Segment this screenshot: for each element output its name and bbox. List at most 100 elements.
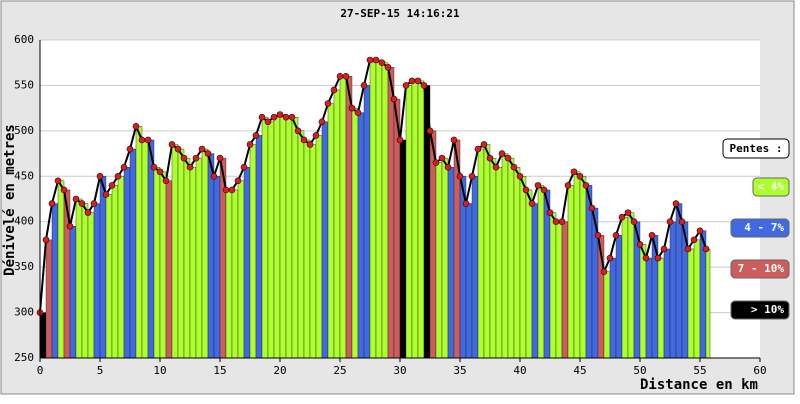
profile-point: [420, 82, 428, 89]
profile-point: [162, 177, 170, 185]
y-tick-label: 450: [14, 169, 34, 182]
profile-point: [372, 56, 380, 64]
legend-label: > 10%: [751, 303, 784, 316]
slope-bar: [657, 257, 665, 359]
legend-box: [730, 300, 790, 320]
slope-bar: [333, 89, 341, 359]
slope-bar: [237, 180, 245, 359]
profile-point: [660, 245, 668, 253]
slope-bar: [531, 203, 539, 359]
profile-point: [378, 59, 386, 67]
profile-point: [42, 236, 50, 244]
x-tick-label: 0: [37, 364, 44, 377]
profile-point: [624, 209, 632, 216]
slope-bar: [57, 180, 65, 359]
slope-bar: [477, 148, 485, 359]
slope-bar: [669, 221, 677, 359]
slope-bar: [45, 239, 53, 359]
x-tick-label: 45: [573, 364, 586, 377]
slope-bar: [519, 176, 527, 359]
slope-bar: [513, 166, 521, 359]
profile-point: [156, 168, 164, 176]
slope-bar: [321, 121, 329, 359]
slope-bar: [195, 157, 203, 359]
x-tick-label: 50: [633, 364, 646, 377]
profile-point: [180, 154, 188, 162]
profile-point: [324, 100, 332, 107]
slope-bar: [303, 139, 311, 359]
x-tick-label: 20: [273, 364, 286, 377]
x-tick-label: 40: [513, 364, 526, 377]
profile-point: [564, 182, 572, 189]
slope-bar: [687, 248, 695, 359]
slope-bar: [375, 59, 383, 359]
slope-bar: [435, 162, 443, 359]
profile-point: [240, 163, 248, 171]
profile-point: [504, 154, 512, 162]
slope-bar: [471, 176, 479, 359]
profile-point: [252, 132, 260, 139]
slope-bar: [621, 216, 629, 359]
slope-bar: [129, 148, 137, 359]
slope-bar: [369, 59, 377, 359]
slope-bar: [183, 157, 191, 359]
slope-bar: [585, 185, 593, 359]
slope-bar: [579, 176, 587, 359]
x-tick-label: 30: [393, 364, 406, 377]
slope-bar: [141, 139, 149, 359]
profile-point: [288, 113, 296, 121]
profile-point: [132, 123, 140, 130]
profile-point: [114, 172, 122, 180]
profile-point: [552, 218, 560, 226]
profile-point: [408, 77, 416, 85]
profile-point: [48, 200, 56, 207]
slope-bar: [249, 144, 257, 359]
x-tick-label: 25: [333, 364, 346, 377]
slope-bar: [261, 117, 269, 359]
profile-point: [72, 195, 80, 203]
profile-point: [546, 209, 554, 216]
slope-bar: [291, 117, 299, 359]
slope-bar: [267, 121, 275, 359]
slope-bar: [567, 185, 575, 359]
slope-bar: [441, 157, 449, 359]
profile-point: [390, 95, 398, 103]
slope-bar: [279, 114, 287, 359]
slope-bar: [501, 153, 509, 359]
slope-bar: [123, 166, 131, 359]
profile-point: [78, 200, 86, 207]
slope-bar: [153, 166, 161, 359]
slope-bar: [357, 112, 365, 359]
legend-label: 7 - 10%: [738, 262, 785, 275]
profile-point: [402, 82, 410, 89]
profile-point: [696, 227, 704, 235]
profile-point: [618, 213, 626, 221]
profile-point: [684, 245, 692, 253]
slope-bar: [135, 126, 143, 359]
profile-point: [642, 254, 650, 262]
x-tick-label: 55: [693, 364, 706, 377]
profile-point: [336, 73, 344, 80]
x-axis-title: Distance en km: [640, 377, 758, 393]
slope-bar: [351, 107, 359, 359]
slope-bar: [645, 257, 653, 359]
y-tick-label: 250: [14, 351, 34, 364]
profile-point: [276, 111, 284, 118]
profile-point: [432, 159, 440, 166]
slope-bar: [315, 135, 323, 359]
y-tick-label: 600: [14, 33, 34, 46]
profile-point: [222, 186, 230, 194]
profile-point: [594, 232, 602, 239]
profile-point: [558, 218, 566, 226]
profile-point: [600, 268, 608, 275]
slope-bar: [675, 203, 683, 359]
profile-point: [168, 141, 176, 148]
profile-point: [312, 132, 320, 139]
legend-label: 4 - 7%: [744, 221, 784, 234]
slope-bar: [525, 189, 533, 359]
slope-bar: [177, 148, 185, 359]
slope-bar: [81, 203, 89, 359]
y-tick-label: 400: [14, 215, 34, 228]
profile-point: [690, 236, 698, 244]
x-tick-label: 35: [453, 364, 466, 377]
